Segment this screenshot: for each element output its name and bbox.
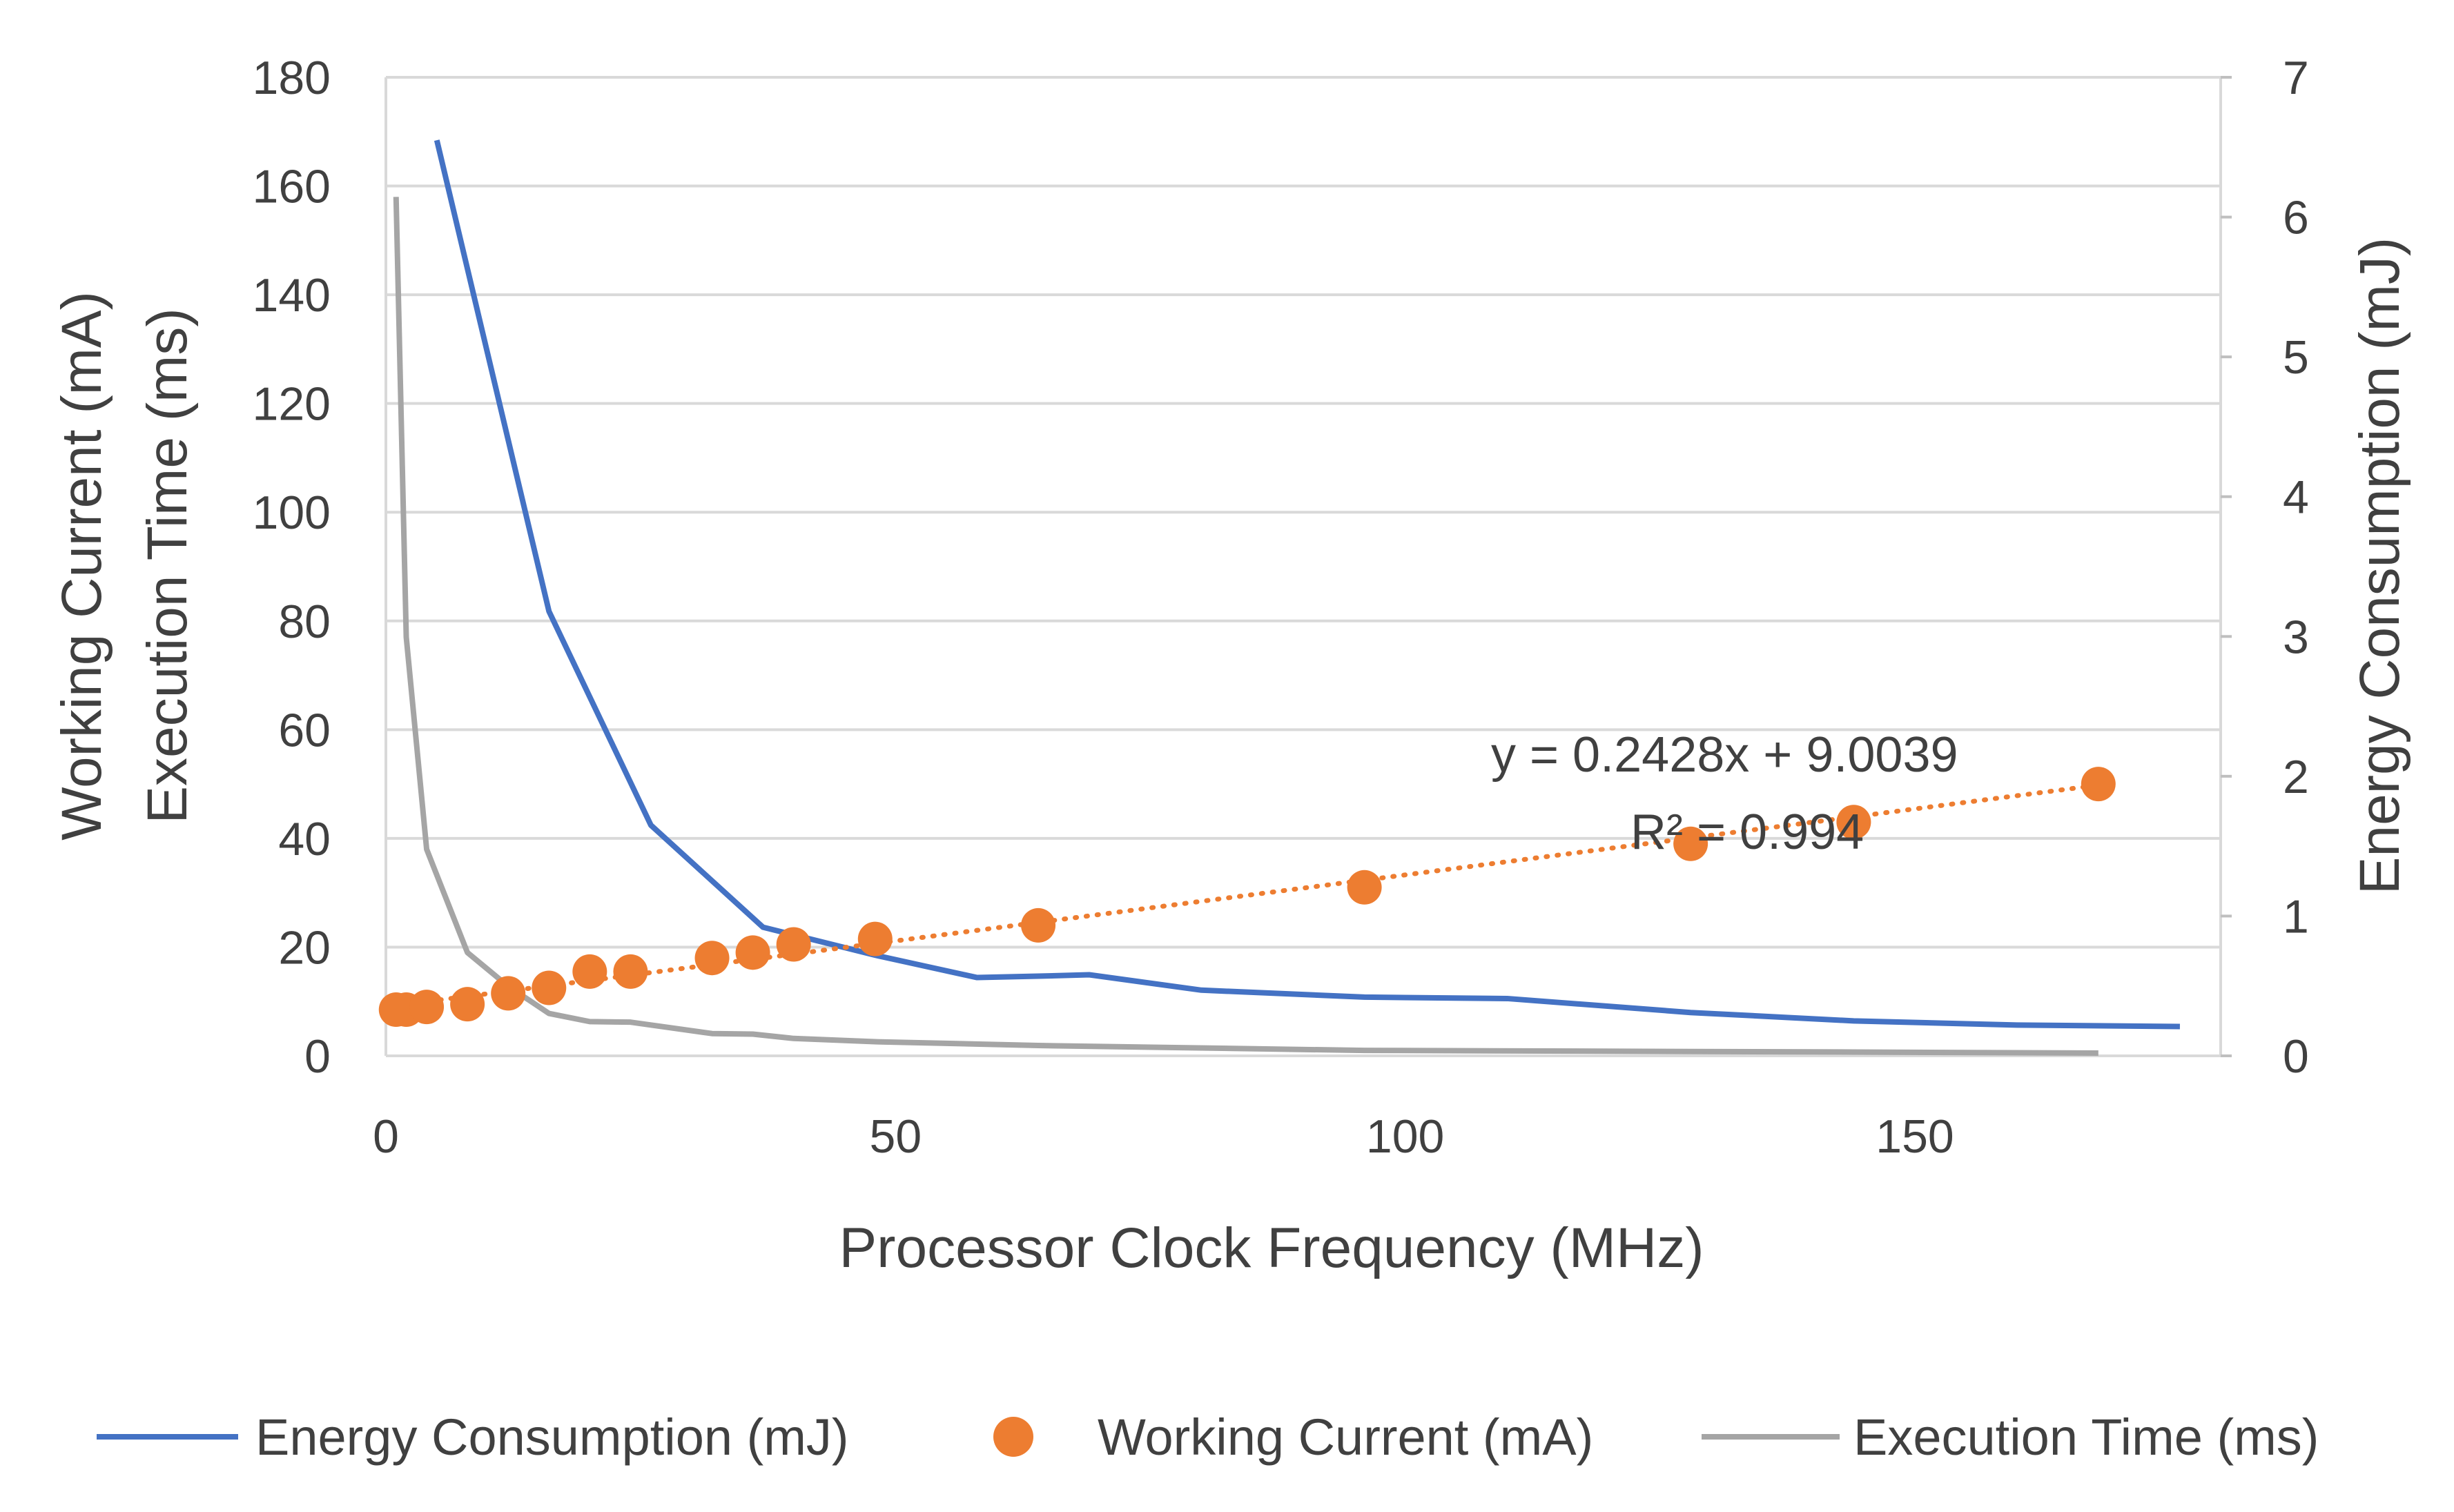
y-right-tick-label-2: 2 <box>2283 751 2309 803</box>
series-line-execution-time <box>393 197 2098 1057</box>
y-left-tick-label-100: 100 <box>253 487 331 539</box>
data-point-working-current <box>572 954 607 989</box>
data-point-working-current <box>735 935 770 970</box>
y-left-axis-title-line2: Execution Time (ms) <box>136 308 199 823</box>
y-left-tick-labels: 0 20 40 60 80 100 120 140 160 180 <box>253 52 331 1083</box>
data-point-working-current <box>613 954 648 989</box>
y-left-tick-label-180: 180 <box>253 52 331 104</box>
data-point-working-current <box>2081 767 2116 802</box>
data-point-working-current <box>1673 826 1708 861</box>
y-right-tick-label-0: 0 <box>2283 1030 2309 1083</box>
data-point-working-current <box>450 987 485 1022</box>
data-point-working-current <box>1347 870 1382 905</box>
y-right-tick-label-5: 5 <box>2283 331 2309 384</box>
legend-item-energy: Energy Consumption (mJ) <box>97 1408 849 1466</box>
gridlines <box>386 76 2221 949</box>
y-right-tick-labels: 0 1 2 3 4 5 6 7 <box>2283 52 2309 1083</box>
legend-label-current: Working Current (mA) <box>1098 1408 1593 1466</box>
legend-item-current: Working Current (mA) <box>993 1408 1593 1466</box>
y-right-tick-label-6: 6 <box>2283 192 2309 244</box>
y-left-tick-label-120: 120 <box>253 378 331 431</box>
x-tick-labels: 0 50 100 150 <box>373 1110 1954 1163</box>
data-point-working-current <box>776 927 811 962</box>
y-left-tick-label-60: 60 <box>278 704 331 756</box>
data-point-working-current <box>1021 907 1056 943</box>
data-point-working-current <box>409 990 445 1025</box>
x-tick-label-50: 50 <box>870 1110 922 1163</box>
series-line-energy-consumption <box>434 139 2180 1030</box>
data-point-working-current <box>1836 805 1871 840</box>
legend-swatch-current <box>993 1417 1033 1457</box>
y-left-tick-label-140: 140 <box>253 269 331 322</box>
data-point-working-current <box>857 921 893 956</box>
legend-label-exec: Execution Time (ms) <box>1853 1408 2319 1466</box>
x-axis-title: Processor Clock Frequency (MHz) <box>839 1217 1704 1279</box>
y-right-tick-label-1: 1 <box>2283 890 2309 943</box>
legend-item-exec: Execution Time (ms) <box>1702 1408 2319 1466</box>
y-left-tick-label-160: 160 <box>253 161 331 213</box>
y-left-tick-label-40: 40 <box>278 813 331 865</box>
data-point-working-current <box>694 941 730 976</box>
axes <box>384 76 2232 1057</box>
legend: Energy Consumption (mJ) Working Current … <box>97 1408 2319 1466</box>
y-left-axis-title: Working Current (mA) <box>50 291 113 841</box>
y-right-tick-label-4: 4 <box>2283 471 2309 524</box>
x-tick-label-0: 0 <box>373 1110 399 1163</box>
series-layer <box>378 139 2180 1057</box>
x-tick-label-150: 150 <box>1876 1110 1954 1163</box>
x-tick-label-100: 100 <box>1366 1110 1444 1163</box>
y-left-tick-label-80: 80 <box>278 596 331 648</box>
y-right-tick-label-3: 3 <box>2283 611 2309 663</box>
data-point-working-current <box>491 976 526 1011</box>
y-left-tick-label-20: 20 <box>278 921 331 974</box>
trendline-equation: y = 0.2428x + 9.0039 <box>1491 727 1958 783</box>
trendline-working-current <box>393 783 2101 1008</box>
y-right-axis-title: Energy Consumption (mJ) <box>2348 237 2411 894</box>
y-left-tick-label-0: 0 <box>304 1030 331 1083</box>
data-point-working-current <box>532 970 567 1005</box>
legend-label-energy: Energy Consumption (mJ) <box>255 1408 849 1466</box>
y-right-tick-label-7: 7 <box>2283 52 2309 104</box>
trendline-r2: R² = 0.994 <box>1630 805 1864 860</box>
